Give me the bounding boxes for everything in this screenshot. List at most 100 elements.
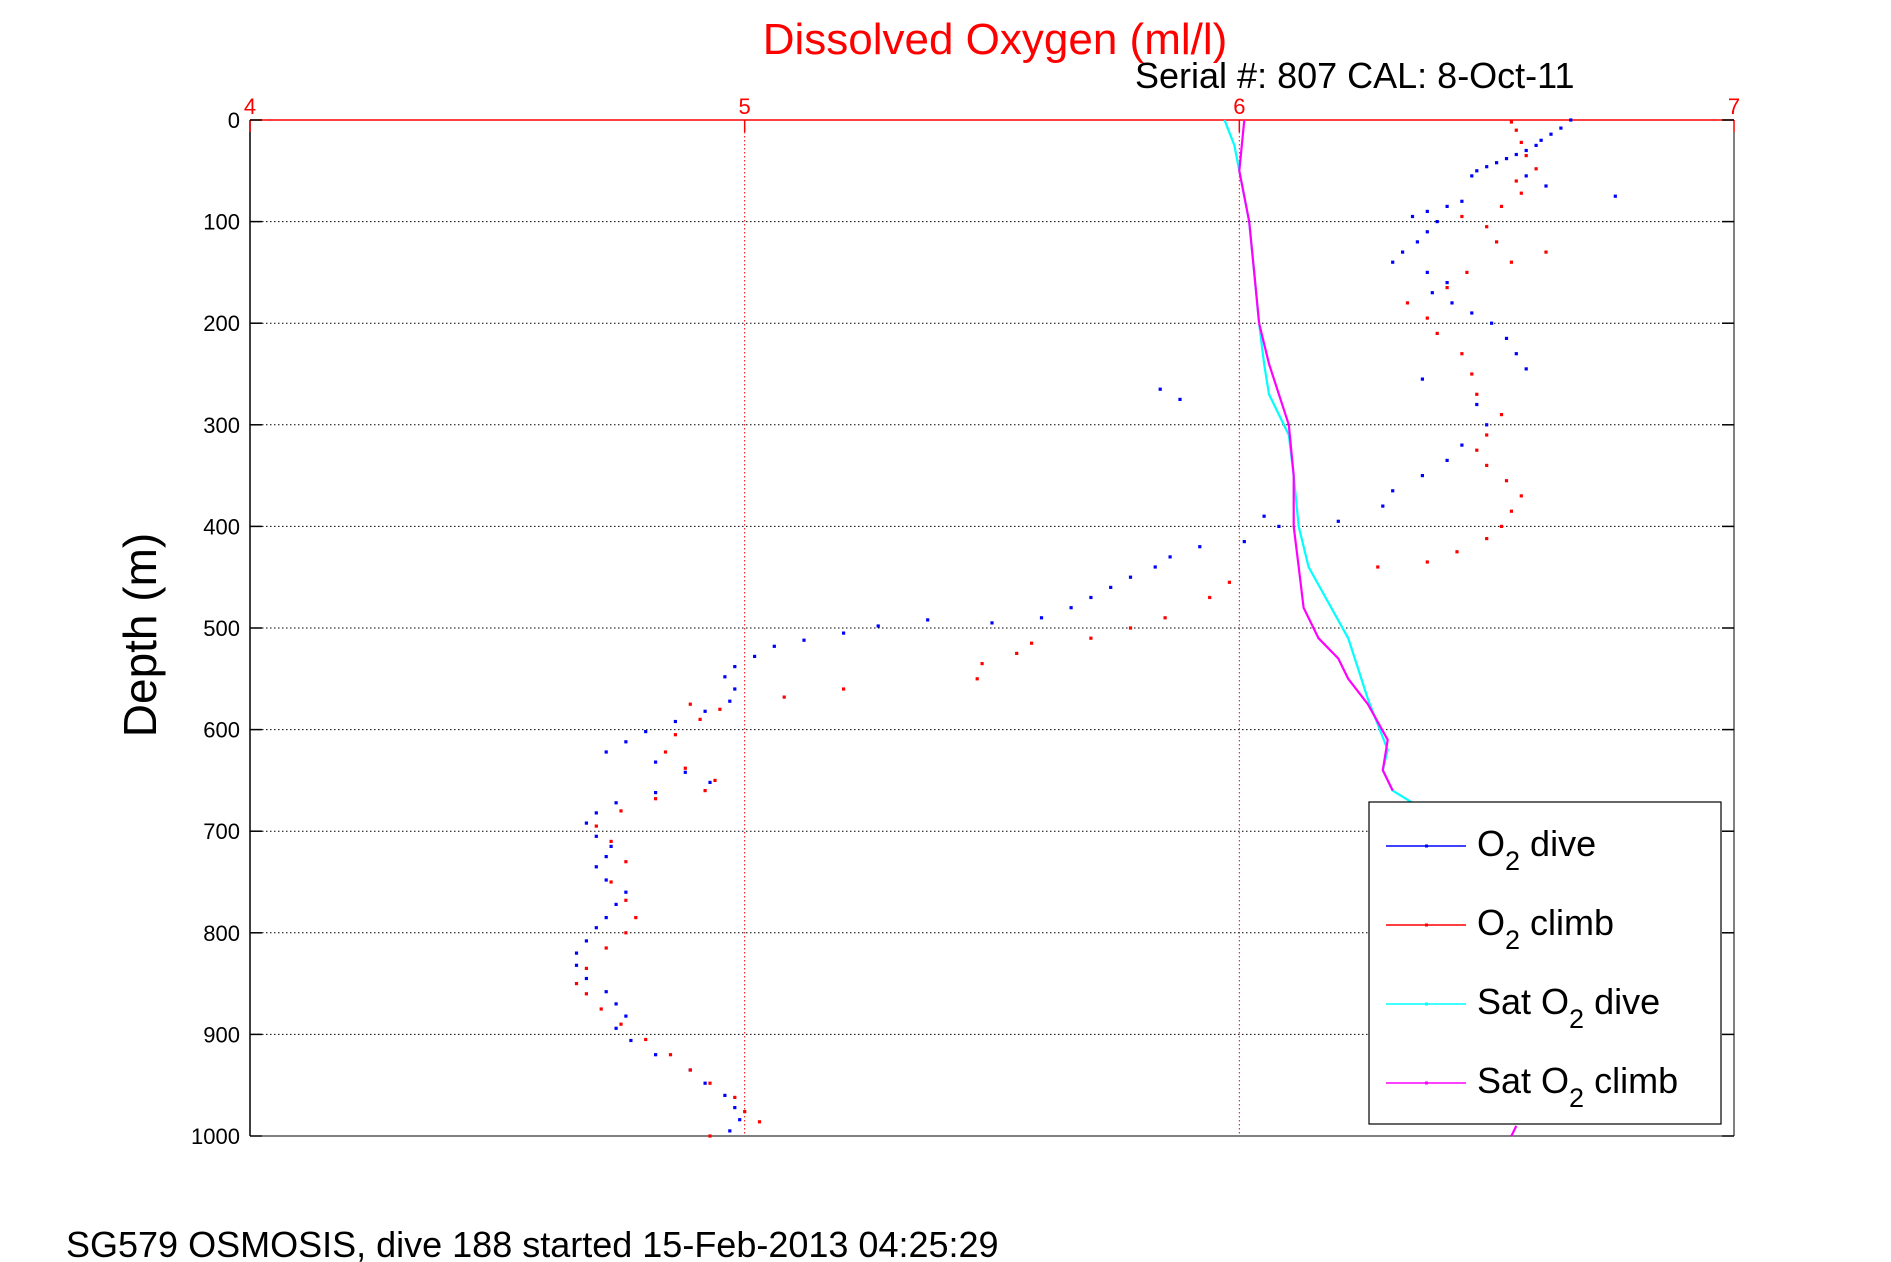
data-point: [1178, 397, 1182, 401]
data-point: [624, 1014, 628, 1018]
data-point: [1336, 519, 1340, 523]
data-point: [1391, 260, 1395, 264]
data-point: [1425, 316, 1429, 320]
data-point: [1534, 167, 1538, 171]
data-point: [624, 931, 628, 935]
data-point: [1524, 154, 1528, 158]
data-point: [1499, 204, 1504, 208]
x-tick-label: 4: [244, 94, 256, 119]
data-point: [1445, 281, 1449, 285]
data-point: [1519, 140, 1523, 144]
data-point: [1534, 143, 1538, 147]
legend: O2 dive O2 climb Sat O2 dive Sat O2 climb: [1368, 801, 1722, 1125]
plot-area: [574, 118, 1617, 1138]
data-point: [1242, 540, 1246, 544]
y-tick-label: 500: [203, 616, 240, 641]
data-point: [688, 702, 692, 706]
data-point: [574, 951, 579, 955]
data-point: [718, 707, 722, 711]
data-point: [609, 839, 613, 843]
data-point: [594, 811, 598, 815]
data-point: [1425, 209, 1429, 213]
data-point: [753, 654, 757, 658]
data-point: [1460, 214, 1464, 219]
data-point: [1509, 120, 1513, 124]
data-point: [1445, 458, 1449, 462]
data-point: [584, 992, 588, 996]
axes: 4 5 6 7 0 100 200 300 400 500 600 700 800 900 1000: [191, 94, 1740, 1149]
data-point: [1109, 585, 1113, 589]
data-point: [673, 733, 677, 737]
data-point: [604, 855, 608, 859]
series-1: [574, 120, 1548, 1138]
y-tick-label: 300: [203, 413, 240, 438]
y-tick-label: 1000: [191, 1124, 240, 1149]
data-point: [1039, 616, 1044, 620]
data-point: [619, 809, 623, 813]
data-point: [1465, 270, 1469, 274]
data-point: [1559, 126, 1563, 130]
data-point: [688, 1068, 692, 1072]
data-point: [1485, 225, 1489, 229]
footer-caption: SG579 OSMOSIS, dive 188 started 15-Feb-2…: [66, 1224, 999, 1262]
y-axis-label: Depth (m): [114, 533, 166, 737]
data-point: [1030, 641, 1034, 645]
data-point: [1410, 214, 1415, 219]
data-point: [1509, 509, 1513, 513]
data-point: [1544, 184, 1548, 188]
data-point: [604, 946, 608, 950]
legend-label-0: O2 dive: [1477, 823, 1596, 876]
x-tick-label: 6: [1233, 94, 1245, 119]
y-tick-label: 800: [203, 921, 240, 946]
data-point: [1460, 352, 1464, 356]
x-tick-label: 7: [1728, 94, 1740, 119]
data-point: [654, 1053, 658, 1057]
y-tick-label: 700: [203, 819, 240, 844]
data-point: [1153, 565, 1157, 569]
data-point: [1128, 575, 1133, 579]
chart-subtitle: Serial #: 807 CAL: 8-Oct-11: [1135, 55, 1575, 96]
data-point: [604, 916, 608, 920]
data-point: [1450, 301, 1454, 305]
data-point: [1613, 194, 1617, 198]
data-point: [1168, 555, 1172, 559]
data-point: [1376, 565, 1380, 569]
data-point: [1435, 220, 1439, 224]
legend-label-3: Sat O2 climb: [1477, 1060, 1678, 1113]
data-point: [1163, 616, 1167, 620]
data-point: [668, 1053, 673, 1057]
data-point: [876, 624, 880, 628]
data-point: [1519, 494, 1523, 498]
data-point: [644, 730, 648, 734]
data-point: [1425, 560, 1429, 564]
data-point: [1198, 545, 1202, 549]
series-line-tail: [1510, 1125, 1518, 1137]
data-point: [1504, 479, 1509, 483]
data-point: [644, 1037, 648, 1042]
data-point: [1485, 165, 1489, 169]
data-point: [842, 687, 846, 691]
data-point: [1475, 448, 1479, 452]
data-point: [728, 699, 732, 703]
data-point: [1460, 199, 1464, 203]
series-2: [1223, 119, 1414, 804]
data-point: [1524, 148, 1528, 153]
data-point: [1128, 626, 1133, 630]
legend-marker-0: [1425, 844, 1428, 848]
data-point: [743, 1110, 747, 1114]
data-point: [1430, 291, 1434, 295]
data-point: [584, 966, 588, 970]
data-point: [654, 760, 658, 764]
data-point: [733, 1106, 737, 1110]
data-point: [1277, 524, 1281, 528]
data-point: [1470, 311, 1474, 315]
data-point: [1499, 524, 1504, 528]
data-point: [609, 844, 613, 848]
data-point: [609, 880, 613, 884]
data-point: [1549, 132, 1553, 136]
data-point: [1485, 423, 1489, 427]
data-point: [574, 963, 579, 967]
data-point: [1569, 118, 1573, 122]
data-point: [594, 926, 598, 930]
